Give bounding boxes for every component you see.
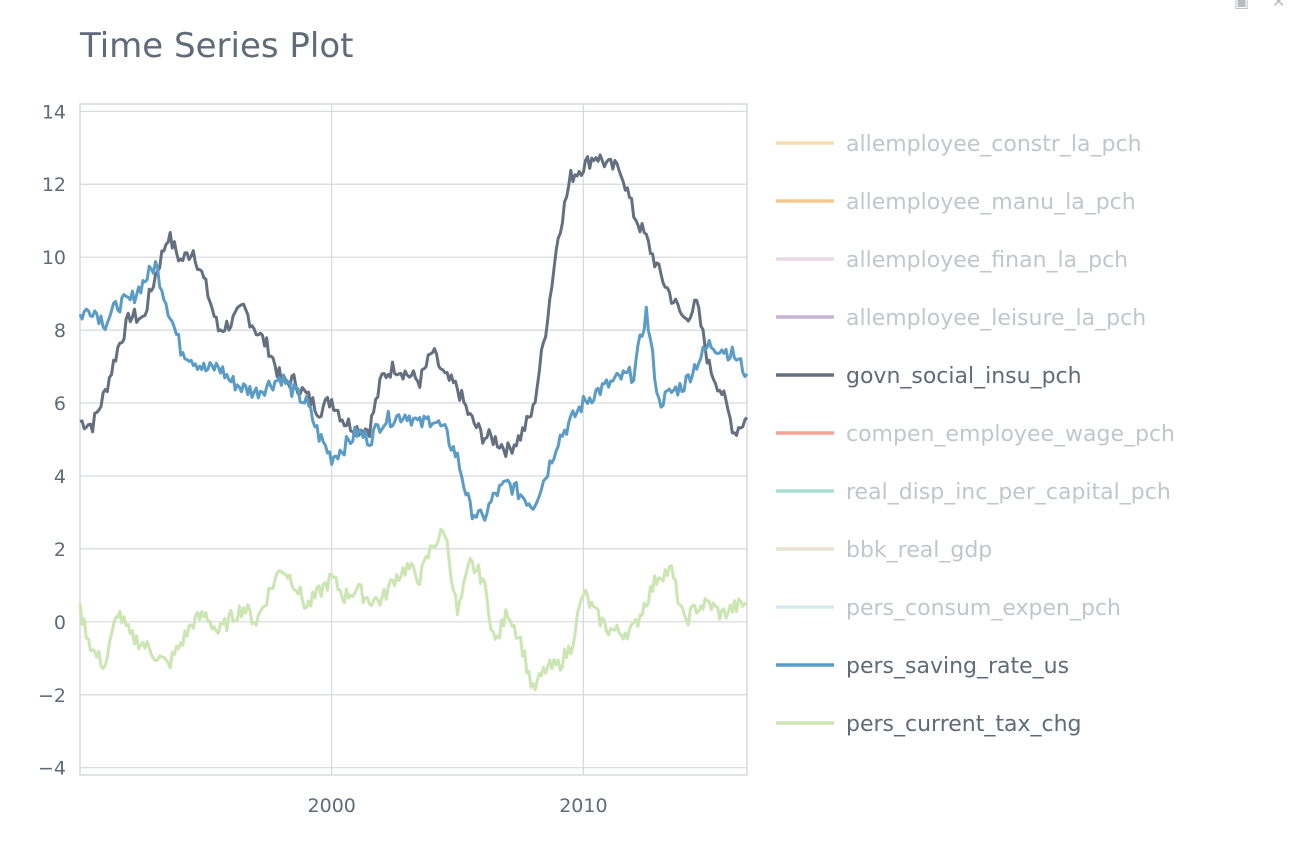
- legend-item-allemployee-finan-la-pch[interactable]: allemployee_finan_la_pch: [776, 248, 1128, 273]
- legend-item-govn-social-insu-pch[interactable]: govn_social_insu_pch: [776, 364, 1082, 389]
- series-line-pers-current-tax-chg[interactable]: [78, 527, 747, 692]
- legend-label: bbk_real_gdp: [846, 538, 992, 563]
- y-tick-label: −2: [38, 685, 66, 707]
- legend-item-pers-saving-rate-us[interactable]: pers_saving_rate_us: [776, 654, 1069, 679]
- y-tick-label: −4: [38, 758, 66, 780]
- legend-item-pers-current-tax-chg[interactable]: pers_current_tax_chg: [776, 712, 1082, 737]
- y-tick-label: 10: [42, 247, 66, 269]
- series-lines: [78, 153, 749, 692]
- legend-label: allemployee_leisure_la_pch: [846, 306, 1146, 331]
- legend-item-allemployee-leisure-la-pch[interactable]: allemployee_leisure_la_pch: [776, 306, 1146, 331]
- series-line-govn-social-insu-pch[interactable]: [79, 153, 749, 458]
- y-tick-label: 6: [54, 393, 66, 415]
- legend-label: allemployee_finan_la_pch: [846, 248, 1128, 273]
- legend-label: real_disp_inc_per_capital_pch: [846, 480, 1171, 505]
- y-tick-label: 12: [42, 174, 66, 196]
- series-line-pers-saving-rate-us[interactable]: [78, 260, 749, 522]
- legend: allemployee_constr_la_pch allemployee_man…: [776, 132, 1175, 737]
- y-tick-label: 4: [54, 466, 66, 488]
- close-icon[interactable]: ✕: [1272, 0, 1286, 11]
- legend-label: compen_employee_wage_pch: [846, 422, 1175, 447]
- legend-item-allemployee-manu-la-pch[interactable]: allemployee_manu_la_pch: [776, 190, 1136, 215]
- legend-item-allemployee-constr-la-pch[interactable]: allemployee_constr_la_pch: [776, 132, 1142, 157]
- legend-item-real-disp-inc-per-capital-pch[interactable]: real_disp_inc_per_capital_pch: [776, 480, 1171, 505]
- legend-label: pers_consum_expen_pch: [846, 596, 1121, 621]
- y-tick-label: 8: [54, 320, 66, 342]
- legend-label: govn_social_insu_pch: [846, 364, 1082, 389]
- autoscale-icon[interactable]: ▣: [1234, 0, 1250, 11]
- legend-label: allemployee_manu_la_pch: [846, 190, 1136, 215]
- x-tick-label: 2000: [308, 795, 356, 817]
- modebar: ▣ ✕: [1206, 0, 1296, 11]
- legend-item-bbk-real-gdp[interactable]: bbk_real_gdp: [776, 538, 992, 563]
- y-tick-label: 14: [42, 101, 66, 123]
- legend-label: allemployee_constr_la_pch: [846, 132, 1142, 157]
- plot-frame: [79, 103, 748, 776]
- axes: −4 −2 0 2 4 6 8 10 12 14 2000 2010: [38, 101, 608, 817]
- legend-item-pers-consum-expen-pch[interactable]: pers_consum_expen_pch: [776, 596, 1121, 621]
- legend-label: pers_current_tax_chg: [846, 712, 1082, 737]
- y-tick-label: 0: [54, 612, 66, 634]
- grid: [79, 103, 748, 776]
- x-tick-label: 2010: [559, 795, 607, 817]
- chart-title: Time Series Plot: [80, 26, 354, 66]
- legend-item-compen-employee-wage-pch[interactable]: compen_employee_wage_pch: [776, 422, 1175, 447]
- legend-label: pers_saving_rate_us: [846, 654, 1069, 679]
- y-tick-label: 2: [54, 539, 66, 561]
